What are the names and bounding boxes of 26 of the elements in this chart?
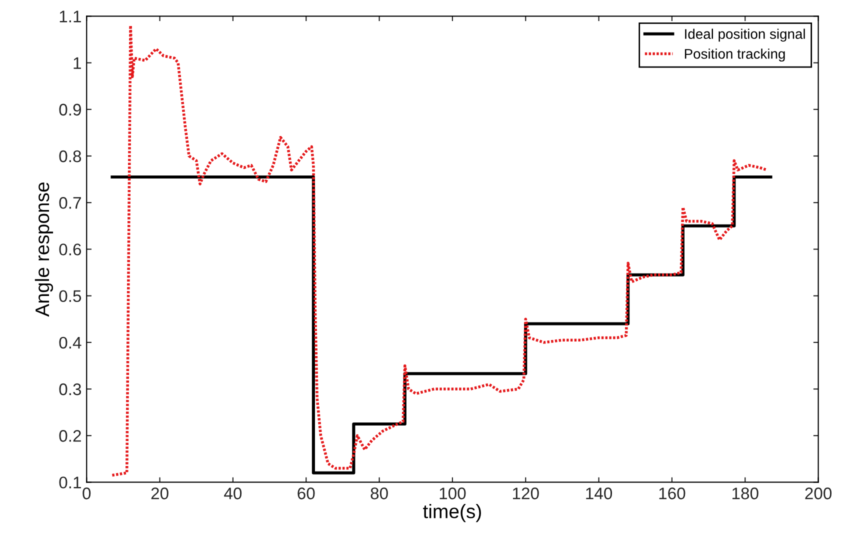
y-tick-label: 0.1 bbox=[59, 476, 81, 488]
y-tick-label: 0.7 bbox=[59, 197, 81, 209]
x-tick-label: 60 bbox=[298, 488, 315, 500]
y-tick-label: 0.8 bbox=[59, 150, 82, 162]
x-tick-label: 140 bbox=[586, 488, 612, 500]
x-tick-label: 40 bbox=[224, 488, 242, 500]
y-tick-label: 1.1 bbox=[60, 10, 81, 22]
y-tick-label: 1 bbox=[74, 57, 81, 69]
legend-label: Position tracking bbox=[684, 48, 785, 62]
x-tick-label: 100 bbox=[440, 488, 466, 500]
legend-label: Ideal position signal bbox=[685, 28, 805, 42]
x-tick-label: 20 bbox=[151, 488, 168, 500]
y-tick-label: 0.5 bbox=[59, 290, 82, 302]
x-tick-label: 200 bbox=[805, 488, 832, 500]
y-tick-label: 0.4 bbox=[59, 336, 82, 349]
x-tick-label: 160 bbox=[659, 488, 686, 500]
x-tick-label: 180 bbox=[732, 488, 758, 500]
x-tick-label: 0 bbox=[82, 488, 91, 500]
y-axis-title: Angle response bbox=[34, 182, 54, 317]
x-tick-label: 80 bbox=[370, 488, 388, 500]
y-tick-label: 0.3 bbox=[59, 383, 82, 396]
x-tick-label: 120 bbox=[512, 488, 539, 500]
y-tick-label: 0.2 bbox=[59, 430, 81, 442]
y-tick-label: 0.6 bbox=[59, 244, 82, 256]
y-tick-label: 0.9 bbox=[59, 104, 81, 116]
x-axis-title: time(s) bbox=[423, 504, 481, 522]
